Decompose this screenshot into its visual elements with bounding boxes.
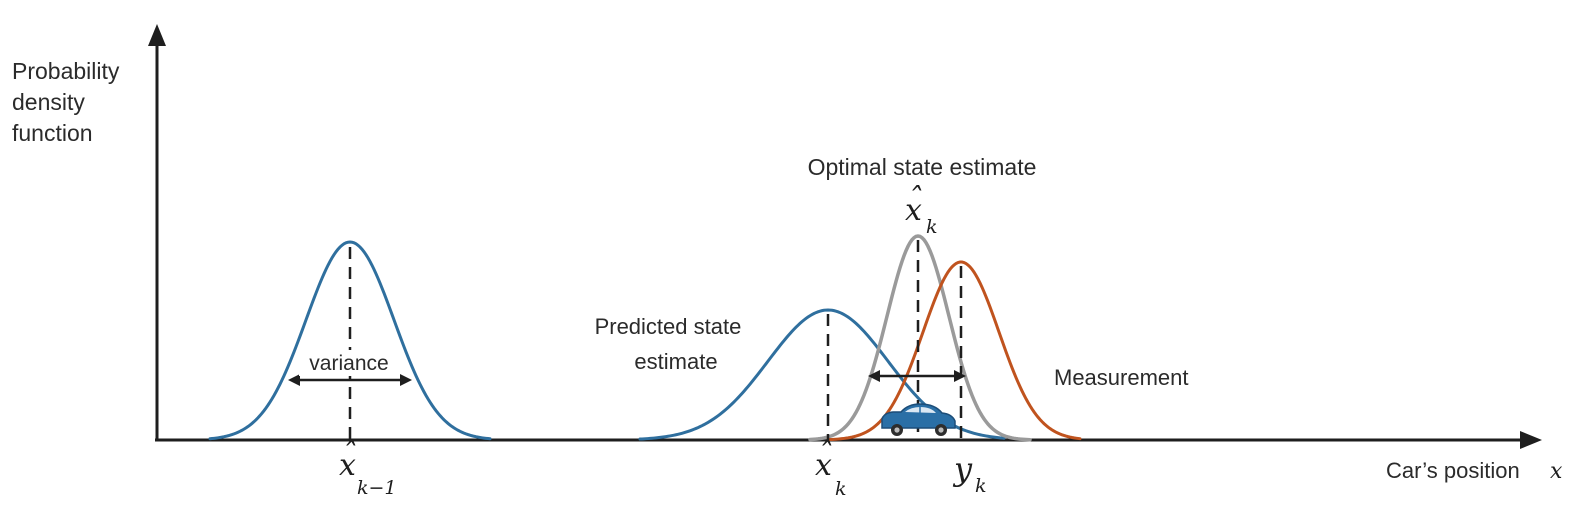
y-axis-label-line-3: function bbox=[12, 120, 93, 146]
math-prev-estimate: x ˆ k−1 bbox=[339, 437, 397, 499]
axes bbox=[148, 24, 1542, 449]
svg-text:k−1: k−1 bbox=[357, 477, 397, 499]
svg-text:x: x bbox=[815, 448, 832, 483]
math-optimal: x ˆ k bbox=[905, 182, 938, 238]
y-axis-label: Probability density function bbox=[12, 58, 126, 146]
svg-text:k: k bbox=[835, 478, 847, 500]
measurement-label: Measurement bbox=[1054, 365, 1189, 390]
predicted-label: Predicted state estimate bbox=[595, 314, 748, 374]
svg-text:k: k bbox=[926, 216, 938, 238]
optimal-estimate-curve bbox=[808, 234, 1032, 442]
svg-text:x: x bbox=[905, 193, 922, 228]
svg-text:k: k bbox=[975, 475, 987, 497]
y-axis-label-line-1: Probability bbox=[12, 58, 120, 84]
svg-text:ˆ: ˆ bbox=[341, 437, 356, 472]
math-measurement: y k bbox=[952, 450, 987, 497]
variance-arrow bbox=[288, 374, 412, 386]
x-axis-variable: x bbox=[1550, 459, 1563, 484]
mean-lines bbox=[348, 240, 963, 440]
svg-text:y: y bbox=[952, 450, 973, 488]
x-axis-label: Car’s position bbox=[1386, 458, 1520, 483]
svg-text:ˆ: ˆ bbox=[907, 182, 922, 217]
x-axis-arrow bbox=[1520, 431, 1542, 449]
variance-label: variance bbox=[309, 352, 388, 375]
svg-text:ˆ: ˆ bbox=[817, 437, 832, 472]
car-icon bbox=[881, 403, 956, 436]
gain-arrow bbox=[868, 370, 966, 382]
optimal-label: Optimal state estimate bbox=[808, 154, 1037, 180]
variance-label-bg bbox=[299, 350, 399, 376]
y-axis-arrow bbox=[148, 24, 166, 46]
y-axis-label-line-2: density bbox=[12, 89, 85, 115]
math-predicted: x ˆ k bbox=[815, 437, 847, 500]
measurement-curve bbox=[828, 260, 1082, 442]
svg-text:x: x bbox=[339, 448, 356, 483]
previous-estimate-curve bbox=[208, 240, 492, 441]
